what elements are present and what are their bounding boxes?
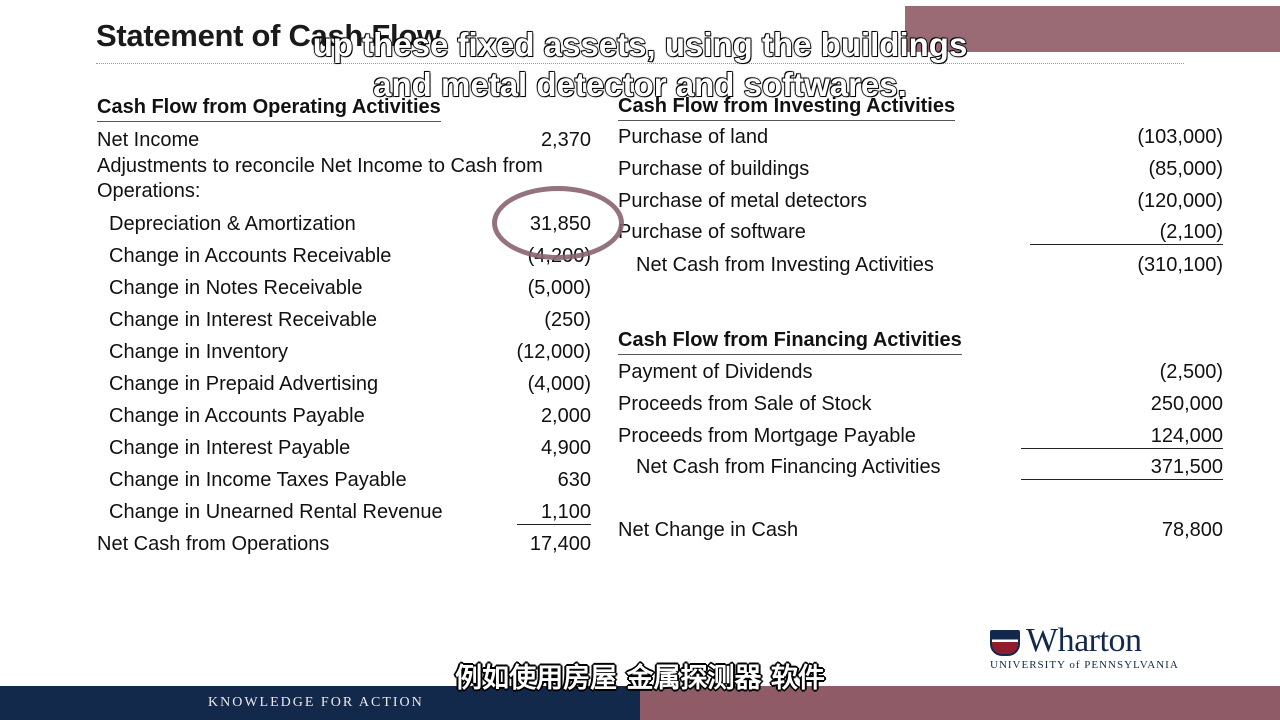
row-label: Change in Unearned Rental Revenue <box>109 501 443 523</box>
investing-heading: Cash Flow from Investing Activities <box>618 95 956 121</box>
shield-icon <box>990 630 1020 656</box>
logo-subline: UNIVERSITY of PENNSYLVANIA <box>990 659 1179 671</box>
row-value: (2,500) <box>1159 361 1223 383</box>
row-label: Net Cash from Operations <box>97 533 330 555</box>
top-right-band <box>905 6 1280 52</box>
row-label: Net Cash from Investing Activities <box>636 254 934 276</box>
footer-tagline: KNOWLEDGE FOR ACTION <box>208 695 424 710</box>
wharton-logo: Wharton UNIVERSITY of PENNSYLVANIA <box>990 622 1190 672</box>
row-label: Net Change in Cash <box>618 519 799 541</box>
investing-total-row: Net Cash from Investing Activities (310,… <box>618 254 1223 280</box>
subtitle-english-line-1: up these fixed assets, using the buildin… <box>312 25 968 64</box>
row-label: Operations: <box>97 180 201 202</box>
operating-item-row: Change in Interest Payable 4,900 <box>97 437 591 463</box>
financing-item-row: Proceeds from Mortgage Payable 124,000 <box>618 425 1223 451</box>
row-label: Change in Interest Payable <box>109 437 351 459</box>
row-label: Payment of Dividends <box>618 361 813 383</box>
row-value: (4,000) <box>527 373 591 395</box>
row-value: 2,370 <box>540 129 591 151</box>
footer-band-navy <box>0 686 640 720</box>
row-label: Change in Interest Receivable <box>109 309 377 331</box>
adjustments-line-1: Adjustments to reconcile Net Income to C… <box>97 155 591 181</box>
operating-net-income-row: Net Income 2,370 <box>97 129 591 155</box>
row-label: Net Cash from Financing Activities <box>636 456 941 478</box>
row-label: Proceeds from Sale of Stock <box>618 393 872 415</box>
subtitle-chinese: 例如使用房屋 金属探测器 软件 <box>455 663 825 694</box>
row-value: 371,500 <box>1020 456 1223 480</box>
row-value: 630 <box>557 469 591 491</box>
row-label: Change in Prepaid Advertising <box>109 373 379 395</box>
slide-title: Statement of Cash Flow <box>96 18 441 53</box>
highlight-circle-annotation <box>492 186 624 260</box>
row-value: 17,400 <box>529 533 591 555</box>
subtitle-english-line-2: and metal detector and softwares. <box>372 65 907 104</box>
financing-item-row: Payment of Dividends (2,500) <box>618 361 1223 387</box>
operating-item-row: Change in Notes Receivable (5,000) <box>97 277 591 303</box>
row-label: Change in Income Taxes Payable <box>109 469 407 491</box>
financing-heading: Cash Flow from Financing Activities <box>618 329 962 355</box>
row-label: Depreciation & Amortization <box>109 213 356 235</box>
row-label: Purchase of buildings <box>618 158 810 180</box>
financing-total-row: Net Cash from Financing Activities 371,5… <box>618 456 1223 482</box>
investing-item-row: Purchase of metal detectors (120,000) <box>618 190 1223 216</box>
row-value: (85,000) <box>1148 158 1224 180</box>
investing-item-row: Purchase of land (103,000) <box>618 126 1223 152</box>
investing-item-row: Purchase of software (2,100) <box>618 221 1223 247</box>
row-label: Change in Accounts Receivable <box>109 245 392 267</box>
row-value: (250) <box>544 309 591 331</box>
row-label: Purchase of software <box>618 221 806 243</box>
row-value: 78,800 <box>1161 519 1223 541</box>
row-value: 2,000 <box>540 405 591 427</box>
title-divider <box>96 63 1184 64</box>
row-value: (5,000) <box>527 277 591 299</box>
row-value: (310,100) <box>1137 254 1223 276</box>
row-value: (2,100) <box>1029 221 1223 245</box>
operating-item-row: Change in Interest Receivable (250) <box>97 309 591 335</box>
row-value: 124,000 <box>1020 425 1223 449</box>
row-label: Change in Accounts Payable <box>109 405 365 427</box>
row-value: 4,900 <box>540 437 591 459</box>
operating-total-row: Net Cash from Operations 17,400 <box>97 533 591 559</box>
operating-item-row: Change in Prepaid Advertising (4,000) <box>97 373 591 399</box>
operating-item-row: Change in Inventory (12,000) <box>97 341 591 367</box>
row-value: 250,000 <box>1150 393 1223 415</box>
row-label: Net Income <box>97 129 200 151</box>
operating-item-row: Change in Accounts Payable 2,000 <box>97 405 591 431</box>
row-label: Purchase of land <box>618 126 769 148</box>
net-change-row: Net Change in Cash 78,800 <box>618 519 1223 545</box>
operating-heading: Cash Flow from Operating Activities <box>97 96 441 122</box>
operating-item-row: Change in Unearned Rental Revenue 1,100 <box>97 501 591 527</box>
row-value: 1,100 <box>516 501 591 525</box>
adjustments-line-2: Operations: <box>97 180 591 206</box>
row-value: (12,000) <box>516 341 592 363</box>
row-label: Purchase of metal detectors <box>618 190 868 212</box>
footer-band-maroon <box>640 686 1280 720</box>
row-label: Change in Inventory <box>109 341 289 363</box>
investing-item-row: Purchase of buildings (85,000) <box>618 158 1223 184</box>
financing-item-row: Proceeds from Sale of Stock 250,000 <box>618 393 1223 419</box>
row-label: Proceeds from Mortgage Payable <box>618 425 916 447</box>
operating-item-row: Change in Income Taxes Payable 630 <box>97 469 591 495</box>
row-label: Adjustments to reconcile Net Income to C… <box>97 155 543 177</box>
logo-wordmark: Wharton <box>1026 622 1142 659</box>
row-label: Change in Notes Receivable <box>109 277 363 299</box>
row-value: (103,000) <box>1137 126 1223 148</box>
row-value: (120,000) <box>1137 190 1223 212</box>
